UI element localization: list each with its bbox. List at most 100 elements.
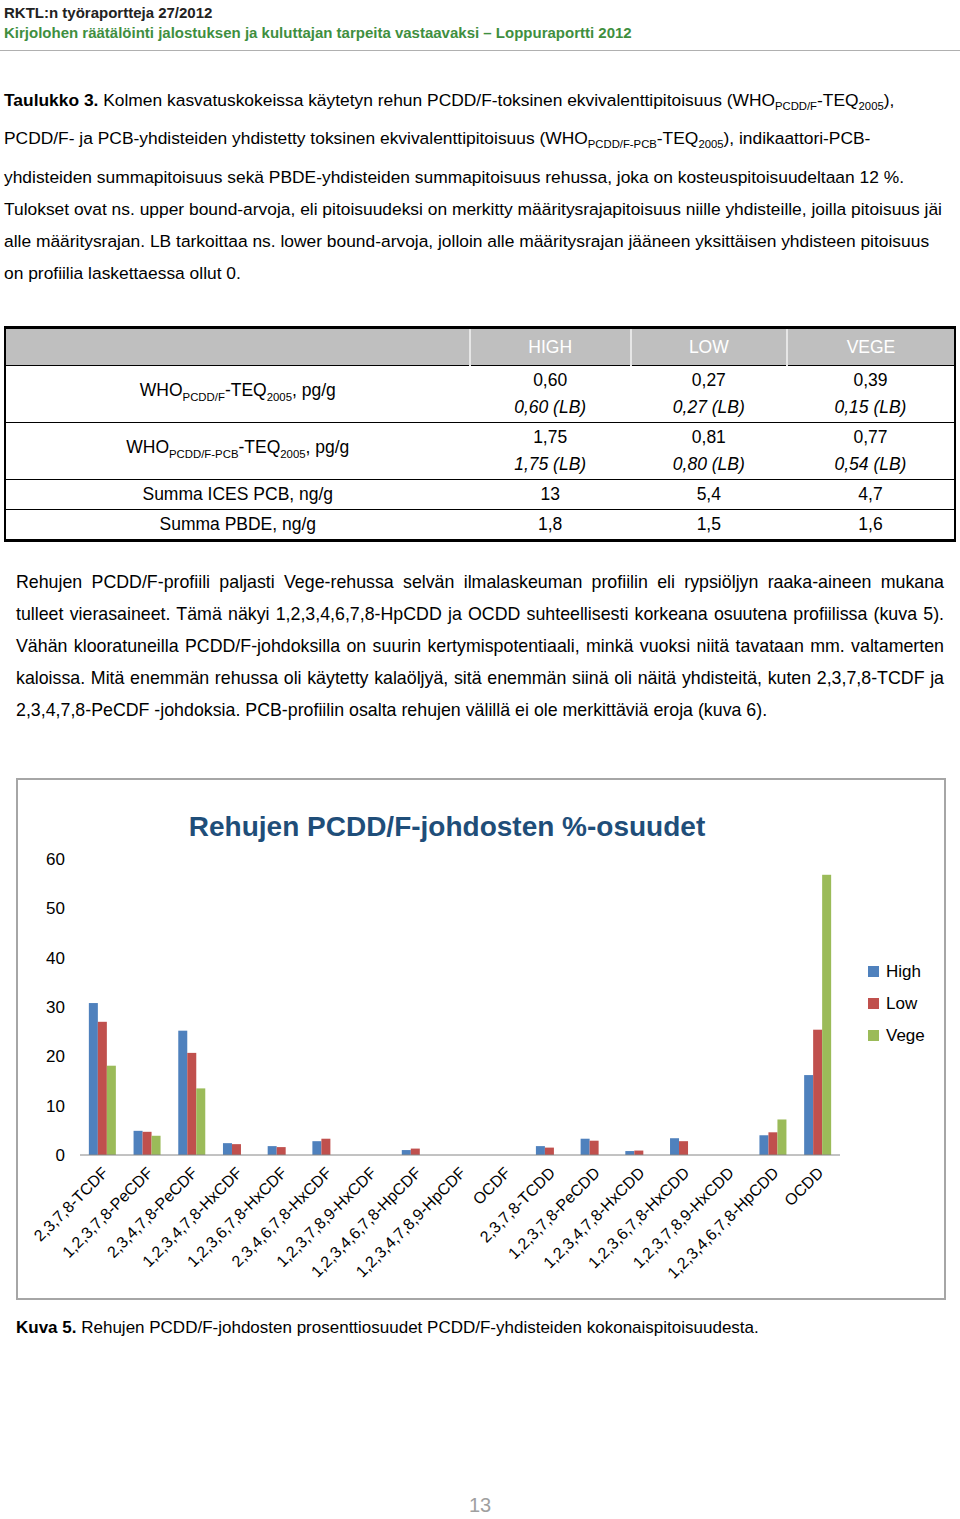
legend: High Low Vege xyxy=(868,962,925,1045)
text-segment: , pg/g xyxy=(306,437,350,457)
table-row: Summa PBDE, ng/g1,81,51,6 xyxy=(5,510,955,541)
row-label: WHOPCDD/F-TEQ2005, pg/g xyxy=(5,366,470,423)
bar xyxy=(143,1132,152,1155)
chart-frame: Rehujen PCDD/F-johdosten %-osuudet010203… xyxy=(16,778,946,1300)
y-tick-label: 10 xyxy=(46,1097,65,1116)
text-segment: PCDD/F xyxy=(183,391,225,403)
bar xyxy=(670,1138,679,1155)
bar xyxy=(545,1148,554,1155)
column-header: LOW xyxy=(631,328,787,366)
text-segment: Kuva 5. xyxy=(16,1318,76,1337)
x-tick-label: OCDD xyxy=(781,1164,826,1209)
bar xyxy=(321,1139,330,1155)
cell-line: 0,15 (LB) xyxy=(787,394,954,421)
text-segment: PCDD/F xyxy=(775,100,817,112)
cell-line: 0,54 (LB) xyxy=(787,451,954,478)
cell-line: 4,7 xyxy=(787,481,954,508)
series-title: RKTL:n työraportteja 27/2012 xyxy=(4,4,212,21)
tick-mark xyxy=(77,1105,80,1106)
cell-line: 0,27 (LB) xyxy=(631,394,787,421)
table-cell: 1,751,75 (LB) xyxy=(470,423,631,480)
y-tick-label: 60 xyxy=(46,850,65,869)
bar xyxy=(107,1066,116,1155)
text-segment: Rehujen PCDD/F-johdosten prosenttiosuude… xyxy=(76,1318,758,1337)
legend-swatch xyxy=(868,998,879,1009)
bar xyxy=(581,1139,590,1155)
bar xyxy=(232,1144,241,1155)
text-segment: -TEQ xyxy=(225,380,267,400)
figure-caption: Kuva 5. Rehujen PCDD/F-johdosten prosent… xyxy=(16,1318,759,1338)
text-segment: Kolmen kasvatuskokeissa käytetyn rehun P… xyxy=(98,90,775,110)
tick-mark xyxy=(77,859,80,860)
column-header: HIGH xyxy=(470,328,631,366)
bar xyxy=(804,1075,813,1155)
table-cell: 0,810,80 (LB) xyxy=(631,423,787,480)
text-segment: 2005 xyxy=(698,139,723,151)
text-segment: Summa PBDE, ng/g xyxy=(159,514,316,534)
bar xyxy=(98,1022,107,1155)
cell-line: 0,80 (LB) xyxy=(631,451,787,478)
bar xyxy=(679,1141,688,1155)
bar xyxy=(634,1151,643,1155)
bar xyxy=(152,1136,161,1155)
row-label: WHOPCDD/F-PCB-TEQ2005, pg/g xyxy=(5,423,470,480)
text-segment: -TEQ xyxy=(238,437,280,457)
header-row: HIGHLOWVEGE xyxy=(5,328,955,366)
x-tick-label: 2,3,7,8-TCDD xyxy=(477,1164,559,1246)
legend-label: Low xyxy=(886,994,918,1013)
table-cell: 1,8 xyxy=(470,510,631,541)
table-body: WHOPCDD/F-TEQ2005, pg/g0,600,60 (LB)0,27… xyxy=(5,366,955,541)
row-label: Summa ICES PCB, ng/g xyxy=(5,480,470,510)
y-tick-label: 40 xyxy=(46,949,65,968)
tick-mark xyxy=(77,908,80,909)
text-segment: 2005 xyxy=(267,391,292,403)
text-segment: -TEQ xyxy=(817,90,859,110)
row-label: Summa PBDE, ng/g xyxy=(5,510,470,541)
text-segment: 2005 xyxy=(859,100,884,112)
cell-line: 1,5 xyxy=(631,511,787,538)
table-cell: 0,270,27 (LB) xyxy=(631,366,787,423)
table-row: Summa ICES PCB, ng/g 135,44,7 xyxy=(5,480,955,510)
bar xyxy=(777,1119,786,1155)
text-segment: 2005 xyxy=(280,448,305,460)
y-tick-label: 30 xyxy=(46,998,65,1017)
tick-mark xyxy=(77,1007,80,1008)
cell-line: 0,60 (LB) xyxy=(470,394,631,421)
table-cell: 0,600,60 (LB) xyxy=(470,366,631,423)
tick-mark xyxy=(77,1155,80,1156)
page: RKTL:n työraportteja 27/2012 Kirjolohen r… xyxy=(0,0,960,1519)
bar xyxy=(768,1132,777,1155)
table-cell: 5,4 xyxy=(631,480,787,510)
text-segment: , pg/g xyxy=(292,380,336,400)
bar xyxy=(187,1053,196,1155)
cell-line: 13 xyxy=(470,481,631,508)
table-caption: Taulukko 3. Kolmen kasvatuskokeissa käyt… xyxy=(4,84,952,289)
x-tick-label: 1,2,3,4,6,7,8-HpCDD xyxy=(664,1164,782,1282)
legend-swatch xyxy=(868,966,879,977)
text-segment: Taulukko 3. xyxy=(4,90,98,110)
y-tick-label: 20 xyxy=(46,1047,65,1066)
body-paragraph: Rehujen PCDD/F-profiili paljasti Vege-re… xyxy=(16,566,944,726)
legend-swatch xyxy=(868,1030,879,1041)
page-number: 13 xyxy=(0,1494,960,1517)
tick-mark xyxy=(77,957,80,958)
bar xyxy=(268,1146,277,1155)
cell-line: 0,60 xyxy=(470,367,631,394)
text-segment: Summa ICES PCB, ng/g xyxy=(142,484,333,504)
bar xyxy=(134,1131,143,1155)
bar xyxy=(759,1135,768,1155)
text-segment: WHO xyxy=(140,380,183,400)
legend-label: High xyxy=(886,962,921,981)
table-row: WHOPCDD/F-TEQ2005, pg/g0,600,60 (LB)0,27… xyxy=(5,366,955,423)
text-segment: -TEQ xyxy=(657,128,699,148)
report-title: Kirjolohen räätälöinti jalostuksen ja ku… xyxy=(4,24,632,41)
bar xyxy=(312,1141,321,1155)
legend-label: Vege xyxy=(886,1026,925,1045)
bar xyxy=(277,1147,286,1155)
cell-line: 5,4 xyxy=(631,481,787,508)
y-tick-label: 50 xyxy=(46,899,65,918)
table-head: HIGHLOWVEGE xyxy=(5,328,955,366)
bar xyxy=(196,1088,205,1155)
x-tick-label: 1,2,3,4,7,8,9-HpCDF xyxy=(353,1164,470,1281)
text-segment: WHO xyxy=(126,437,169,457)
